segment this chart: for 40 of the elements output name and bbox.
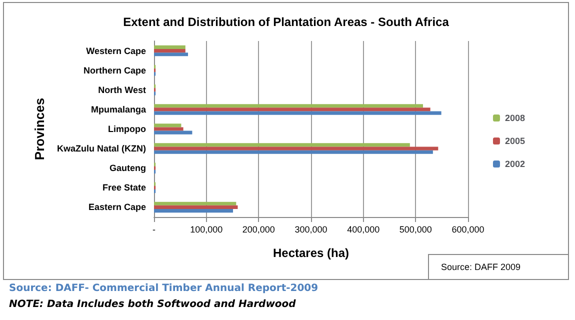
source-note: Source: DAFF- Commercial Timber Annual Report-2009 xyxy=(9,283,318,294)
y-tick-label: Gauteng xyxy=(109,163,146,174)
bar xyxy=(154,124,182,128)
legend-label: 2002 xyxy=(504,159,526,169)
bar xyxy=(154,202,236,206)
y-tick-label: North West xyxy=(98,84,146,95)
legend-label: 2008 xyxy=(504,113,526,123)
bar xyxy=(154,130,192,134)
x-tick-label: 500,000 xyxy=(399,224,432,234)
bar xyxy=(154,146,438,150)
y-tick-label: Northern Cape xyxy=(83,65,146,76)
y-tick-label: Eastern Cape xyxy=(88,202,146,212)
legend-label: 2005 xyxy=(504,136,526,146)
x-tick-label: 400,000 xyxy=(347,224,380,234)
bar xyxy=(154,127,184,131)
x-tick-label: 600,000 xyxy=(452,224,484,234)
x-tick-label: 300,000 xyxy=(294,224,328,234)
x-tick-label: 100,000 xyxy=(190,224,223,234)
bar xyxy=(154,104,423,108)
x-tick-label: - xyxy=(152,224,156,234)
bar xyxy=(154,45,186,49)
bar xyxy=(154,52,188,56)
y-tick-label: Limpopo xyxy=(108,124,146,134)
chart-title: Extent and Distribution of Plantation Areas - South Africa xyxy=(123,15,450,29)
text: NOTE: Data Includes both Softwood and Hardwood xyxy=(9,299,296,310)
y-tick-label: Free State xyxy=(102,182,146,193)
bar xyxy=(154,111,442,115)
bar xyxy=(154,209,234,213)
bar xyxy=(154,143,410,147)
bar xyxy=(154,108,430,112)
y-tick-label: Mpumalanga xyxy=(90,104,147,114)
y-tick-label: KwaZulu Natal (KZN) xyxy=(57,144,146,154)
source-note: Source: DAFF 2009 xyxy=(428,254,568,279)
x-tick-label: 200,000 xyxy=(242,224,275,234)
bar xyxy=(154,48,186,53)
bar xyxy=(154,205,238,210)
y-axis-title: Provinces xyxy=(32,98,48,160)
bar xyxy=(154,150,433,154)
x-axis-title: Hectares (ha) xyxy=(272,246,350,260)
y-tick-label: Western Cape xyxy=(86,46,146,56)
